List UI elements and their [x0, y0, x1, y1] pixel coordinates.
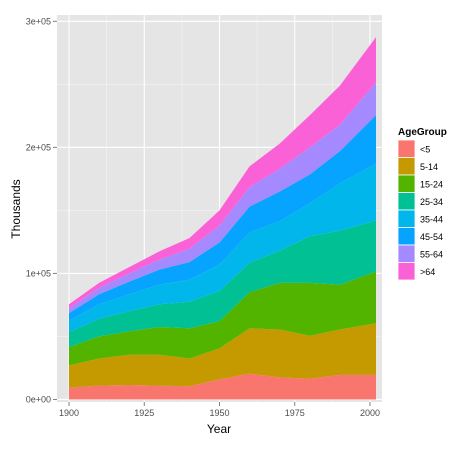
legend-label: 5-14 [420, 162, 438, 172]
legend-label: 15-24 [420, 179, 443, 189]
x-tick-label: 1925 [134, 408, 154, 418]
legend-key [397, 209, 416, 228]
area-series-6 [69, 82, 376, 314]
legend: AgeGroup <5 5-14 15-24 25-34 35-44 45-54 55-64… [397, 127, 447, 281]
area-series-0 [69, 373, 376, 400]
area-series-3 [69, 220, 376, 348]
legend-label: >64 [420, 267, 435, 277]
legend-key [397, 262, 416, 281]
x-tick-label: 1900 [59, 408, 79, 418]
legend-key [397, 139, 416, 158]
legend-key [397, 244, 416, 263]
y-axis: 0e+00 1e+05 2e+05 3e+05 [26, 16, 57, 404]
x-axis: 1900 1925 1950 1975 2000 [59, 402, 380, 418]
y-tick-label: 2e+05 [26, 142, 51, 152]
legend-label: 45-54 [420, 232, 443, 242]
area-series-1 [69, 323, 376, 388]
legend-key [397, 227, 416, 246]
x-tick-label: 1950 [209, 408, 229, 418]
area-layers [69, 37, 376, 400]
legend-label: 55-64 [420, 249, 443, 259]
legend-key [397, 157, 416, 176]
y-tick-label: 0e+00 [26, 394, 51, 404]
y-tick-label: 3e+05 [26, 16, 51, 26]
legend-key [397, 174, 416, 193]
x-tick-label: 1975 [285, 408, 305, 418]
y-axis-title: Thousands [9, 179, 23, 238]
legend-title: AgeGroup [398, 127, 447, 138]
legend-label: 35-44 [420, 214, 443, 224]
x-tick-label: 2000 [360, 408, 380, 418]
x-axis-title: Year [207, 422, 231, 436]
area-series-4 [69, 163, 376, 332]
legend-key [397, 192, 416, 211]
legend-label: 25-34 [420, 197, 443, 207]
y-tick-label: 1e+05 [26, 268, 51, 278]
area-series-2 [69, 271, 376, 366]
legend-label: <5 [420, 144, 430, 154]
legend-items: <5 5-14 15-24 25-34 35-44 45-54 55-64 >64 [397, 139, 443, 281]
area-series-5 [69, 115, 376, 321]
